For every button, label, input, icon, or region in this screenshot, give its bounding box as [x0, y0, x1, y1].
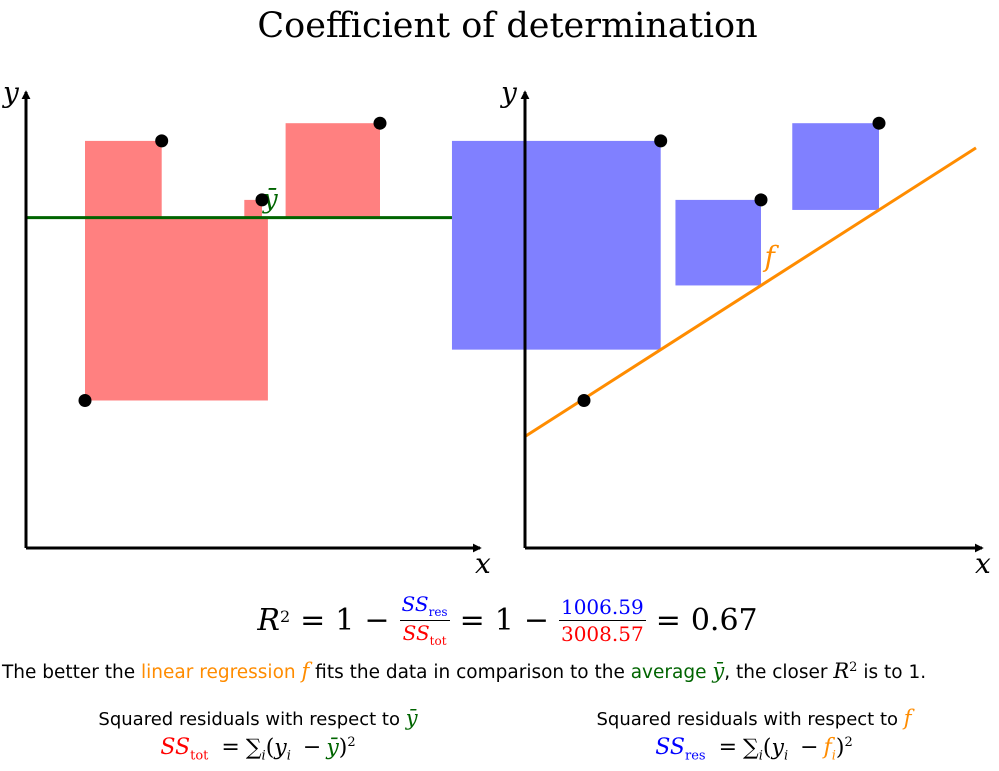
right-panel: f y x: [451, 76, 991, 580]
right-residual-square-2: [451, 140, 661, 350]
left-caption-ybar: ȳ: [405, 706, 418, 730]
ss-fraction: SSres SStot: [399, 591, 450, 648]
right-data-point-4: [872, 116, 886, 130]
left-data-point-3: [255, 193, 269, 207]
left-panel: ȳ y x: [1, 76, 491, 580]
regression-diagram: ȳ y x f y x: [1, 76, 991, 580]
left-points: [78, 116, 387, 407]
right-data-point-3: [754, 193, 768, 207]
right-points: [577, 116, 886, 407]
one-1: 1: [335, 602, 355, 638]
right-data-point-1: [577, 394, 591, 407]
explanation-sentence: The better the linear regression f fits …: [2, 659, 927, 683]
one-2: 1: [494, 602, 514, 638]
right-residual-square-4: [792, 123, 879, 210]
ybar-symbol: ȳ: [712, 659, 725, 683]
equals-3: =: [655, 602, 681, 638]
tot-value: 3008.57: [560, 621, 644, 646]
equals-2: =: [459, 602, 485, 638]
fit-label: f: [763, 240, 780, 273]
r-exponent: 2: [279, 606, 291, 626]
r-symbol: R: [257, 602, 280, 638]
r-symbol-inline: R: [833, 659, 850, 683]
right-y-label: y: [499, 76, 518, 109]
left-residual-square-2: [85, 140, 162, 218]
left-data-point-1: [78, 394, 92, 407]
right-caption: Squared residuals with respect to f: [596, 706, 912, 730]
left-squares: [85, 123, 380, 401]
ss-res-numerator: SSres: [399, 591, 450, 621]
value-fraction: 1006.59 3008.57: [558, 594, 646, 646]
page-title: Coefficient of determination: [257, 6, 758, 46]
right-residual-square-3: [675, 199, 761, 286]
res-value: 1006.59: [558, 594, 646, 621]
left-caption: Squared residuals with respect to ȳ: [98, 706, 418, 730]
minus-2: −: [523, 602, 549, 638]
right-x-label: x: [975, 547, 991, 580]
right-data-point-2: [654, 134, 668, 148]
right-squares: [451, 123, 879, 401]
minus-1: −: [364, 602, 390, 638]
right-caption-f: f: [903, 706, 912, 730]
f-symbol: f: [301, 659, 310, 683]
average-text: average: [630, 662, 707, 683]
left-data-point-4: [373, 116, 387, 130]
ss-tot-denominator: SStot: [402, 620, 447, 648]
result-value: 0.67: [690, 602, 758, 638]
fit-line: [524, 146, 977, 438]
left-data-point-2: [155, 134, 169, 148]
left-residual-square-4: [285, 123, 380, 218]
left-y-label: y: [1, 76, 20, 109]
mean-label: ȳ: [262, 185, 278, 215]
linear-regression-text: linear regression: [141, 662, 296, 683]
left-residual-square-1: [85, 217, 268, 401]
left-x-label: x: [475, 547, 491, 580]
equals-1: =: [300, 602, 326, 638]
ss-tot-definition: SStot = ∑i(yi − ȳ)2: [160, 735, 356, 764]
ss-res-definition: SSres = ∑i(yi − fi)2: [655, 735, 853, 764]
